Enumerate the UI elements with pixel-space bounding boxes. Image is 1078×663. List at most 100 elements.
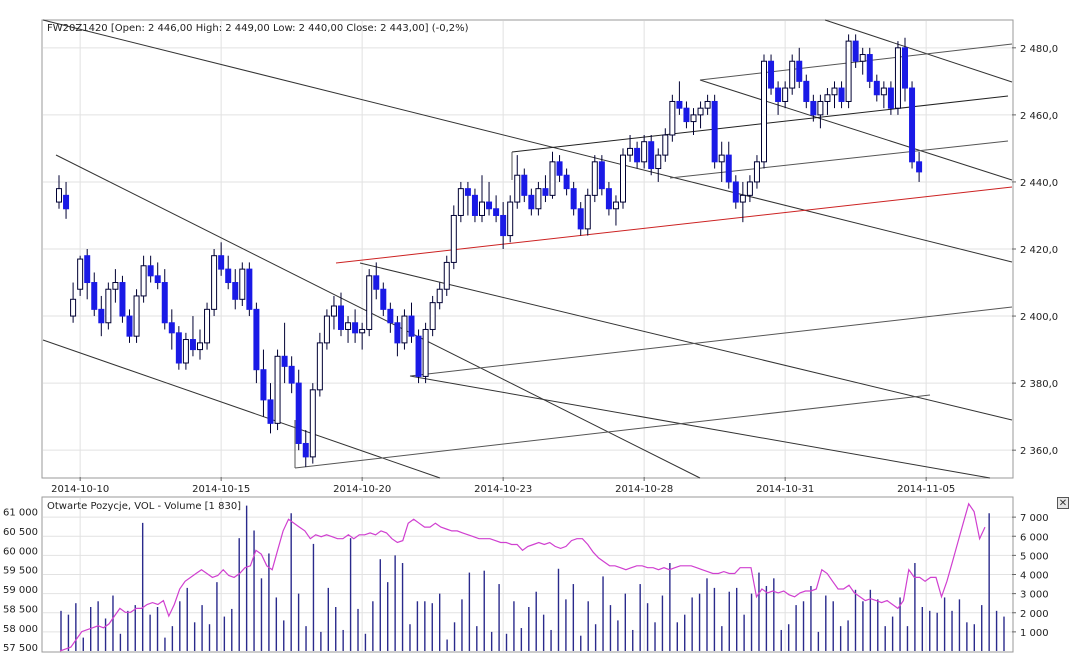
- trendline: [409, 306, 1013, 377]
- candle-body: [683, 107, 690, 123]
- candle-body: [401, 315, 408, 344]
- candle-body: [887, 87, 894, 109]
- candle-body: [521, 174, 528, 196]
- price-y-tick-label: 2 480,0: [1020, 44, 1058, 55]
- candle-body: [182, 339, 189, 364]
- candle-body: [338, 305, 344, 330]
- open-interest-y-tick-label: 58 000: [3, 624, 38, 635]
- candle-body: [450, 214, 457, 263]
- candle-body: [803, 80, 810, 102]
- candle-body: [866, 54, 873, 82]
- candle-body: [909, 87, 916, 163]
- candle-body: [168, 322, 175, 334]
- trendline: [409, 375, 991, 479]
- candle-body: [408, 315, 415, 337]
- candle-body: [577, 208, 584, 230]
- candle-body: [620, 154, 626, 203]
- volume-y-tick-label: 3 000: [1020, 590, 1049, 601]
- price-x-tick-label: 2014-10-23: [474, 484, 532, 495]
- open-interest-y-axis: 61 000 60 500 60 000 59 500 59 000 58 500 58 0…: [3, 508, 38, 655]
- candle-body: [845, 40, 852, 102]
- candle-body: [718, 154, 725, 163]
- trendline: [359, 262, 1013, 421]
- candle-body: [295, 382, 302, 444]
- candle-body: [330, 305, 337, 317]
- candle-body: [732, 181, 739, 203]
- candle-body: [373, 275, 380, 290]
- candle-body: [246, 268, 253, 310]
- candle-body: [436, 288, 443, 304]
- candle-body: [528, 194, 535, 210]
- candle-body: [415, 335, 422, 377]
- open-interest-y-tick-label: 59 000: [3, 585, 38, 596]
- price-y-tick-label: 2 460,0: [1020, 111, 1058, 122]
- candle-body: [105, 288, 112, 324]
- close-panel-button[interactable]: ✕: [1057, 497, 1069, 509]
- candle-body: [493, 208, 500, 216]
- candle-body: [204, 308, 211, 344]
- volume-y-tick-label: 2 000: [1020, 609, 1049, 620]
- candle-body: [175, 332, 182, 364]
- candle-body: [880, 87, 887, 96]
- candle-body: [98, 308, 105, 324]
- candle-body: [535, 188, 542, 210]
- candle-body: [605, 188, 612, 210]
- candle-body: [232, 282, 239, 300]
- candle-body: [154, 275, 161, 284]
- volume-y-tick-label: 5 000: [1020, 551, 1049, 562]
- volume-y-axis: 7 000 6 000 5 000 4 000 3 000 2 000 1 000: [1012, 513, 1049, 639]
- candle-body: [873, 80, 880, 96]
- candle-body: [387, 308, 394, 324]
- candle-body: [789, 60, 796, 89]
- price-x-tick-label: 2014-10-31: [756, 484, 814, 495]
- candle-body: [824, 94, 831, 102]
- trendline: [42, 339, 441, 479]
- candle-body: [598, 161, 605, 190]
- candle-body: [281, 355, 288, 367]
- open-interest-y-tick-label: 57 500: [3, 643, 38, 654]
- candle-body: [302, 442, 309, 458]
- candle-body: [739, 194, 746, 203]
- volume-y-tick-label: 7 000: [1020, 513, 1049, 524]
- candle-body: [359, 328, 366, 334]
- candle-body: [500, 214, 507, 237]
- candle-body: [662, 134, 669, 156]
- candle-body: [768, 60, 775, 89]
- candle-body: [323, 315, 330, 344]
- candles: [56, 34, 923, 467]
- candle-body: [422, 328, 429, 377]
- candle-body: [627, 147, 634, 156]
- candle-body: [591, 161, 598, 196]
- candle-body: [345, 322, 352, 330]
- candle-body: [126, 315, 133, 337]
- trendline: [699, 79, 1013, 181]
- candle-body: [542, 188, 549, 196]
- candle-body: [810, 100, 817, 116]
- volume-grid: [43, 498, 1012, 651]
- candle-body: [225, 268, 232, 284]
- candle-body: [725, 154, 732, 183]
- candle-body: [838, 87, 845, 102]
- price-y-tick-label: 2 420,0: [1020, 245, 1058, 256]
- candle-body: [70, 298, 77, 317]
- candle-body: [56, 188, 62, 203]
- volume-panel-header: Otwarte Pozycje, VOL - Volume [1 830]: [47, 501, 241, 512]
- volume-y-tick-label: 1 000: [1020, 628, 1049, 639]
- candle-body: [556, 161, 563, 176]
- price-y-axis: 2 480,0 2 460,0 2 440,0 2 420,0 2 400,0 2 380…: [1012, 44, 1058, 457]
- candle-body: [584, 194, 591, 230]
- trendline: [511, 95, 1009, 153]
- candle-body: [119, 282, 126, 317]
- candle-body: [753, 161, 760, 183]
- volume-y-tick-label: 4 000: [1020, 571, 1049, 582]
- candle-body: [77, 258, 84, 290]
- candle-body: [218, 255, 225, 270]
- candle-body: [507, 201, 514, 237]
- price-y-tick-label: 2 360,0: [1020, 446, 1058, 457]
- candle-body: [796, 60, 803, 82]
- price-x-tick-label: 2014-10-10: [51, 484, 109, 495]
- candle-body: [197, 342, 203, 351]
- candle-body: [486, 201, 493, 210]
